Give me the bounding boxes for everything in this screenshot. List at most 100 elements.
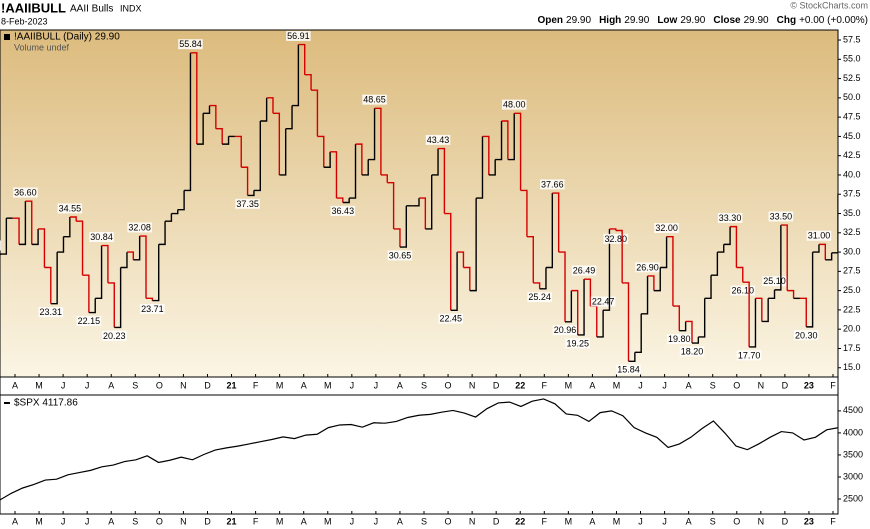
value-label-bg <box>0 240 1 251</box>
value-label-bg <box>38 307 64 318</box>
y-tick-label: 4000 <box>843 427 863 437</box>
value-label: 18.20 <box>681 346 704 356</box>
value-label-bg <box>527 292 552 303</box>
step-segment <box>438 147 446 214</box>
y-tick-label: 57.5 <box>843 34 861 44</box>
exchange: INDX <box>120 3 142 13</box>
value-label-bg <box>616 364 641 375</box>
step-segment <box>780 224 788 291</box>
x-tick-label: M <box>565 380 573 390</box>
step-segment <box>247 190 255 197</box>
value-label: 36.60 <box>14 188 37 198</box>
step-segment <box>368 108 376 161</box>
value-label: 20.23 <box>103 331 126 341</box>
value-label-bg <box>178 39 203 50</box>
x-tick-label: 22 <box>515 380 525 390</box>
step-segment <box>292 44 300 107</box>
x-tick-label: J <box>662 380 667 390</box>
step-segment <box>31 228 39 246</box>
value-label: 32.00 <box>655 223 678 233</box>
y-tick-label: 40.0 <box>843 169 861 179</box>
value-label: 26.49 <box>573 266 596 276</box>
x-tick-label: J <box>374 516 379 526</box>
x-tick-label: J <box>374 380 379 390</box>
value-label-bg <box>565 338 590 349</box>
step-segment <box>825 252 833 261</box>
value-label: 26.90 <box>636 262 659 272</box>
step-segment <box>203 105 211 114</box>
y-tick-label: 2500 <box>843 493 863 503</box>
x-tick-label: M <box>276 380 284 390</box>
step-segment <box>730 225 738 268</box>
step-segment <box>514 112 522 191</box>
x-tick-label: N <box>180 380 187 390</box>
step-segment <box>95 245 103 300</box>
value-label: 23.31 <box>40 307 63 317</box>
step-segment <box>755 297 763 322</box>
x-tick-label: J <box>85 516 90 526</box>
step-segment <box>209 104 217 129</box>
x-tick-label: A <box>301 516 307 526</box>
step-segment <box>571 289 579 335</box>
step-segment <box>761 298 769 323</box>
x-tick-label: N <box>469 380 476 390</box>
x-tick-label: D <box>782 380 789 390</box>
step-segment <box>488 159 496 176</box>
x-tick-label: J <box>61 516 66 526</box>
step-segment <box>158 221 166 246</box>
value-label: 55.84 <box>179 39 202 49</box>
name: AAII Bulls <box>70 4 113 15</box>
step-segment <box>171 209 179 215</box>
step-segment <box>76 220 84 276</box>
step-segment <box>272 112 281 175</box>
x-tick-label: 22 <box>515 516 525 526</box>
x-tick-label: F <box>830 516 836 526</box>
y-tick-label: 30.0 <box>843 246 861 256</box>
quote-value: 29.90 <box>624 15 649 26</box>
value-label: 19.80 <box>668 334 691 344</box>
step-segment <box>609 228 617 231</box>
x-tick-label: A <box>301 380 307 390</box>
step-segment <box>361 159 369 176</box>
x-tick-label: O <box>445 516 452 526</box>
step-segment <box>615 229 623 283</box>
value-label: 15.84 <box>617 365 640 375</box>
step-segment <box>412 198 420 207</box>
step-segment <box>342 198 350 204</box>
step-segment <box>63 216 71 238</box>
x-tick-label: S <box>710 380 716 390</box>
legend: $SPX 4117.86 <box>14 398 78 409</box>
step-segment <box>126 251 135 260</box>
x-tick-label: M <box>35 380 43 390</box>
step-segment <box>476 136 484 199</box>
x-tick-label: J <box>662 516 667 526</box>
value-label-bg <box>501 99 527 110</box>
step-segment <box>749 298 757 348</box>
value-label-bg <box>235 198 260 209</box>
watermark: © StockCharts.com <box>790 0 868 10</box>
x-tick-label: O <box>156 516 163 526</box>
step-segment <box>399 205 408 248</box>
step-segment <box>679 321 687 332</box>
step-segment <box>222 136 230 145</box>
step-segment <box>152 244 160 302</box>
quote-label: Chg <box>777 15 796 26</box>
step-segment <box>450 252 458 311</box>
step-segment <box>50 252 58 305</box>
step-segment <box>723 226 731 246</box>
x-tick-label: S <box>132 380 138 390</box>
step-segment <box>799 297 807 327</box>
step-segment <box>818 243 827 260</box>
x-tick-label: A <box>397 380 403 390</box>
value-label-bg <box>76 315 102 326</box>
value-label: 23.71 <box>141 304 164 314</box>
step-segment <box>57 236 65 253</box>
x-tick-label: 23 <box>804 516 814 526</box>
x-tick-label: S <box>421 380 427 390</box>
symbol: !AAIIBULL <box>1 0 66 15</box>
value-label-bg <box>768 211 794 222</box>
x-tick-label: M <box>35 516 43 526</box>
value-label-bg <box>330 205 356 216</box>
quote-label: Low <box>657 15 677 26</box>
step-segment <box>349 144 357 199</box>
